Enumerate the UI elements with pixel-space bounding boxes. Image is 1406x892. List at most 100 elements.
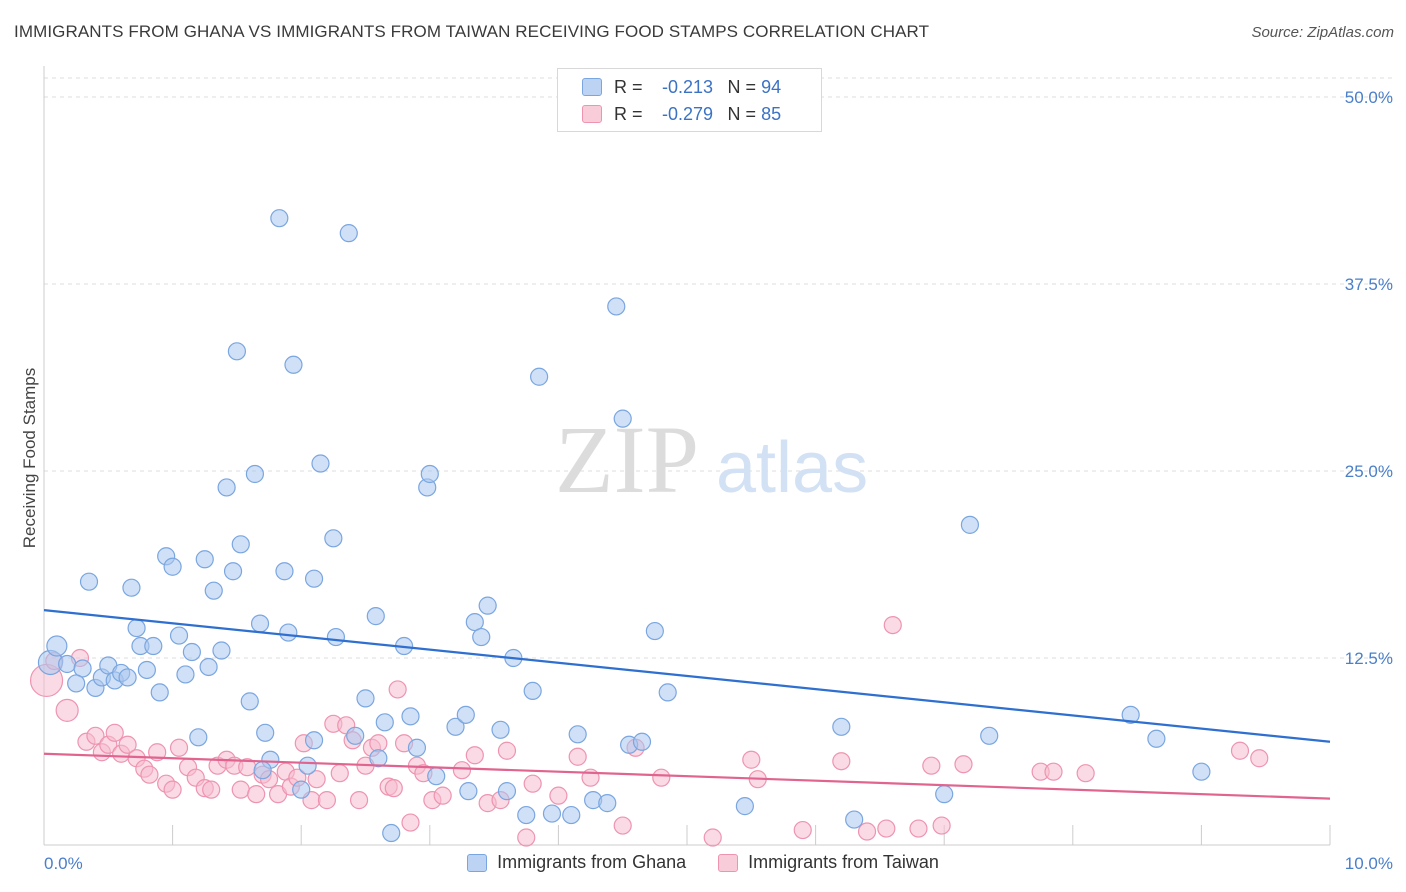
taiwan-point (388, 680, 407, 699)
taiwan-point (497, 741, 517, 760)
y-tick-label: 25.0% (1345, 462, 1393, 481)
ghana-swatch (582, 78, 602, 96)
chart-title: IMMIGRANTS FROM GHANA VS IMMIGRANTS FROM… (14, 22, 930, 41)
taiwan-point (1076, 764, 1095, 783)
ghana-point (401, 707, 420, 726)
ghana-point (613, 409, 632, 428)
taiwan-trend-line (43, 752, 1331, 800)
ghana-point (375, 713, 394, 732)
taiwan-swatch (582, 105, 602, 123)
taiwan-point (932, 816, 951, 835)
taiwan-point (517, 828, 536, 847)
taiwan-point (452, 761, 472, 780)
ghana-point (227, 342, 246, 361)
taiwan-point (105, 723, 124, 742)
taiwan-point (1044, 762, 1063, 781)
ghana-point (144, 636, 163, 656)
taiwan-n-label: N = (727, 103, 757, 124)
taiwan-point (140, 765, 159, 784)
ghana-n-value: 94 (761, 76, 782, 97)
ghana-point (176, 665, 195, 684)
taiwan-point (793, 820, 812, 840)
ghana-point (137, 660, 156, 680)
ghana-point (478, 596, 497, 615)
taiwan-point (832, 752, 851, 771)
taiwan-point (433, 786, 452, 805)
x-tick-label: 0.0% (44, 854, 83, 873)
taiwan-point (613, 816, 632, 835)
taiwan-point (857, 822, 877, 841)
axes (43, 66, 1331, 846)
ghana-point (150, 683, 169, 702)
ghana-point (832, 717, 851, 736)
ghana-point (324, 529, 343, 548)
ghana-point (366, 607, 385, 626)
taiwan-point (523, 774, 542, 793)
taiwan-point (317, 791, 337, 810)
ghana-point (275, 562, 294, 581)
ghana-point (304, 569, 324, 588)
ghana-point (446, 717, 465, 736)
legend-item-taiwan[interactable]: Immigrants from Taiwan (718, 852, 939, 873)
taiwan-point (568, 747, 587, 766)
ghana-point (735, 797, 754, 816)
legend-item-ghana[interactable]: Immigrants from Ghana (467, 852, 686, 873)
ghana-point (284, 355, 303, 374)
gridlines (44, 77, 1392, 659)
legend-row-ghana: R = -0.213 N = 94 (582, 75, 781, 99)
taiwan-point (55, 698, 79, 722)
ghana-point (465, 612, 484, 632)
ghana-point (231, 535, 250, 554)
ghana-point (568, 725, 587, 744)
ghana-point (311, 454, 330, 473)
ghana-point (46, 635, 68, 657)
taiwan-point (954, 755, 973, 774)
ghana-point (845, 810, 864, 829)
ghana-point (420, 464, 439, 484)
ghana-point (79, 572, 99, 591)
ghana-point (491, 720, 510, 739)
taiwan-legend-swatch (718, 853, 739, 872)
ghana-r-value: -0.213 (662, 76, 714, 97)
taiwan-point (202, 780, 221, 799)
taiwan-point (742, 750, 761, 769)
ghana-point (523, 681, 542, 701)
ghana-point (163, 557, 182, 576)
ghana-point (542, 804, 562, 823)
taiwan-point (231, 780, 250, 799)
taiwan-point (401, 813, 420, 832)
ghana-point (456, 705, 475, 724)
ghana-point (217, 478, 236, 497)
ghana-point (304, 731, 324, 750)
ghana-point (607, 297, 626, 316)
ghana-point (195, 550, 214, 569)
ghana-points (37, 209, 1211, 843)
taiwan-point (163, 780, 182, 799)
taiwan-point (86, 726, 105, 745)
y-tick-label: 37.5% (1345, 275, 1393, 294)
ghana-point (369, 749, 388, 768)
ghana-point (250, 614, 270, 633)
taiwan-r-value: -0.279 (662, 103, 714, 124)
ghana-point (73, 659, 92, 678)
taiwan-point (307, 770, 326, 789)
ghana-point (935, 785, 954, 804)
ghana-point (256, 723, 275, 742)
ghana-point (326, 627, 346, 647)
ghana-point (346, 726, 365, 745)
taiwan-r-label: R = (614, 103, 643, 124)
ghana-point (253, 761, 272, 780)
ghana-point (292, 780, 311, 799)
ghana-point (118, 668, 137, 687)
taiwan-point (883, 615, 902, 635)
chart-source: Source: ZipAtlas.com (1251, 24, 1394, 41)
ghana-point (1147, 729, 1166, 748)
trend-lines (43, 609, 1331, 800)
taiwan-point (349, 791, 369, 810)
ghana-point (298, 756, 317, 775)
series-legend: Immigrants from Ghana Immigrants from Ta… (0, 852, 1406, 873)
taiwan-point (330, 764, 349, 783)
ghana-point (497, 782, 517, 801)
taiwan-legend-label: Immigrants from Taiwan (748, 852, 939, 872)
ghana-point (58, 654, 77, 674)
